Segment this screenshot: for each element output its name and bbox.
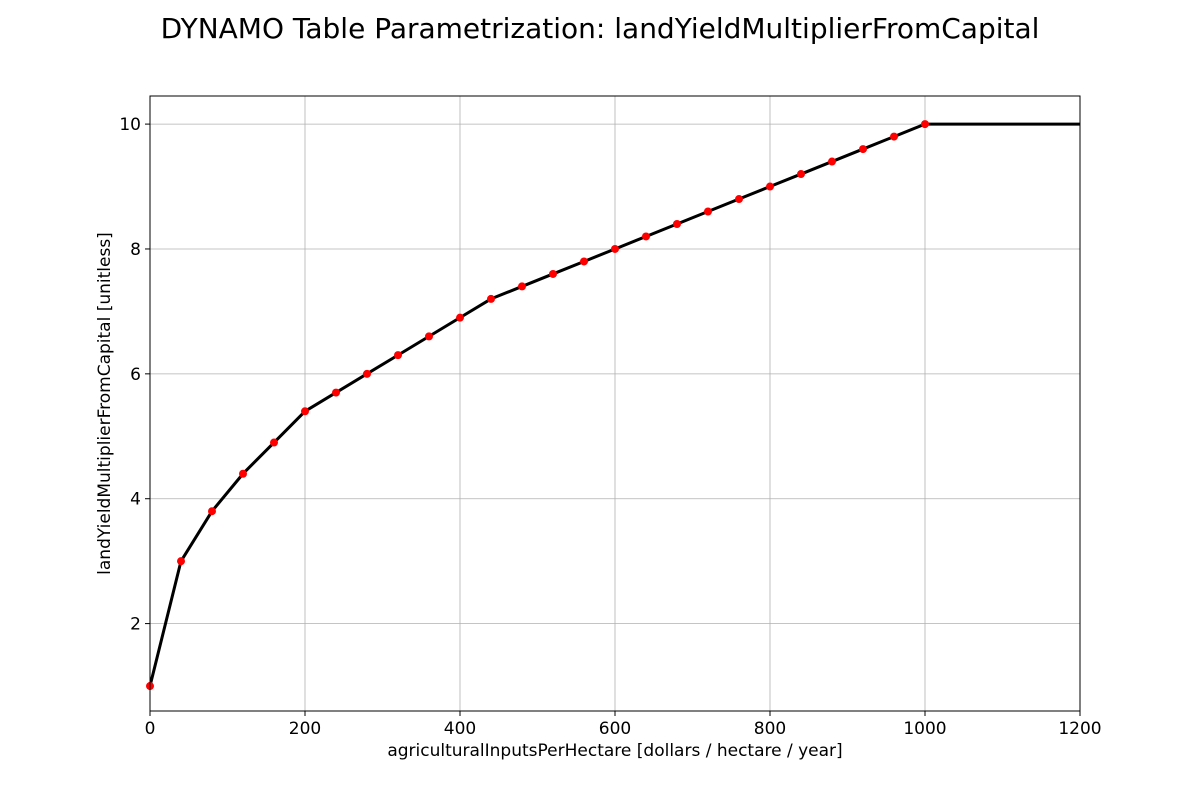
x-tick-label: 600 [599,719,631,739]
y-tick-label: 8 [130,240,141,260]
data-point [673,219,681,228]
data-point [394,351,402,360]
y-tick-label: 4 [130,490,141,510]
data-point [456,313,464,322]
data-point [580,257,588,266]
y-tick-label: 6 [130,365,141,385]
y-tick-label: 10 [119,115,141,135]
data-point [363,369,371,378]
data-point [642,232,650,241]
x-tick-label: 400 [444,719,476,739]
axis-ticks: 0 200 400 600 800 1000 1200 2 4 6 8 10 [119,115,1101,739]
data-point [270,438,278,447]
data-point [487,294,495,303]
x-tick-label: 800 [754,719,786,739]
data-point [518,282,526,291]
data-point [301,407,309,416]
data-point [177,557,185,566]
data-point [921,120,929,129]
data-point [425,332,433,341]
data-point [611,244,619,253]
data-point [549,269,557,278]
y-tick-label: 2 [130,615,141,635]
data-point [766,182,774,191]
data-point [239,469,247,478]
data-point [859,145,867,154]
data-point [735,195,743,204]
data-point [890,132,898,141]
grid [149,96,1081,711]
data-point [797,170,805,179]
x-tick-label: 1200 [1058,719,1101,739]
data-point [332,388,340,397]
data-point [208,507,216,516]
x-tick-label: 200 [289,719,321,739]
x-tick-label: 1000 [903,719,946,739]
data-point [828,157,836,166]
table-points-layer [146,120,929,691]
x-axis-label: agriculturalInputsPerHectare [dollars / … [387,741,842,761]
data-point [704,207,712,216]
chart-title: DYNAMO Table Parametrization: landYieldM… [161,12,1040,45]
x-tick-label: 0 [145,719,156,739]
y-axis-label: landYieldMultiplierFromCapital [unitless… [95,232,115,575]
